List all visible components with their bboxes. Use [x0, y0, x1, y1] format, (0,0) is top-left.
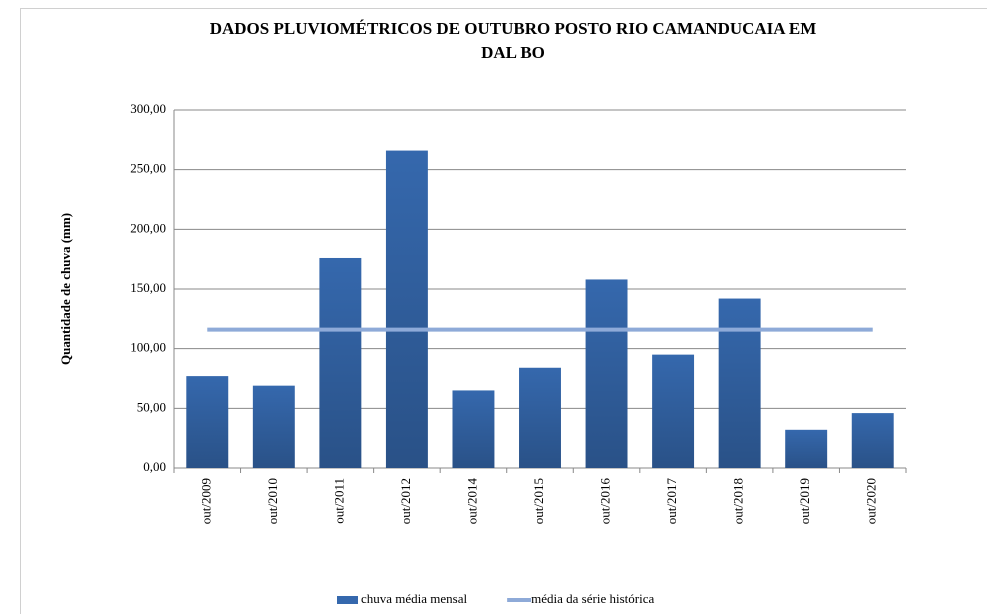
chart-title: DAL BO [481, 43, 545, 62]
bar-shade [519, 367, 561, 468]
x-tick-label: out/2017 [664, 478, 679, 525]
x-tick-label: out/2010 [265, 478, 280, 524]
chart-border [20, 8, 987, 614]
y-tick-label: 300,00 [130, 101, 166, 116]
y-tick-label: 200,00 [130, 220, 166, 235]
chart-title: DADOS PLUVIOMÉTRICOS DE OUTUBRO POSTO RI… [210, 19, 817, 38]
x-tick-label: out/2019 [797, 478, 812, 524]
bar-shade [718, 298, 761, 468]
x-tick-label: out/2014 [464, 478, 479, 525]
y-tick-label: 50,00 [137, 399, 166, 414]
x-tick-label: out/2012 [398, 478, 413, 524]
bar-shade [186, 376, 229, 468]
bar-shade [785, 429, 828, 468]
x-tick-label: out/2016 [598, 478, 613, 525]
bar-shade [452, 390, 495, 468]
x-tick-label: out/2015 [531, 478, 546, 524]
bar-shade [252, 385, 295, 468]
legend-label: chuva média mensal [361, 591, 468, 606]
legend-label: média da série histórica [531, 591, 654, 606]
y-tick-label: 150,00 [130, 280, 166, 295]
x-tick-label: out/2018 [731, 478, 746, 524]
bar-shade [585, 279, 628, 468]
bar-shade [319, 257, 362, 468]
y-tick-label: 250,00 [130, 161, 166, 176]
x-tick-label: out/2011 [331, 478, 346, 524]
y-axis-label: Quantidade de chuva (mm) [58, 213, 73, 365]
y-tick-label: 100,00 [130, 340, 166, 355]
y-tick-label: 0,00 [143, 459, 166, 474]
x-tick-label: out/2020 [864, 478, 879, 524]
bar-shade [652, 354, 695, 468]
bar-shade [385, 150, 428, 468]
bar-shade [851, 413, 894, 468]
x-tick-label: out/2009 [198, 478, 213, 524]
legend-swatch [337, 596, 358, 604]
